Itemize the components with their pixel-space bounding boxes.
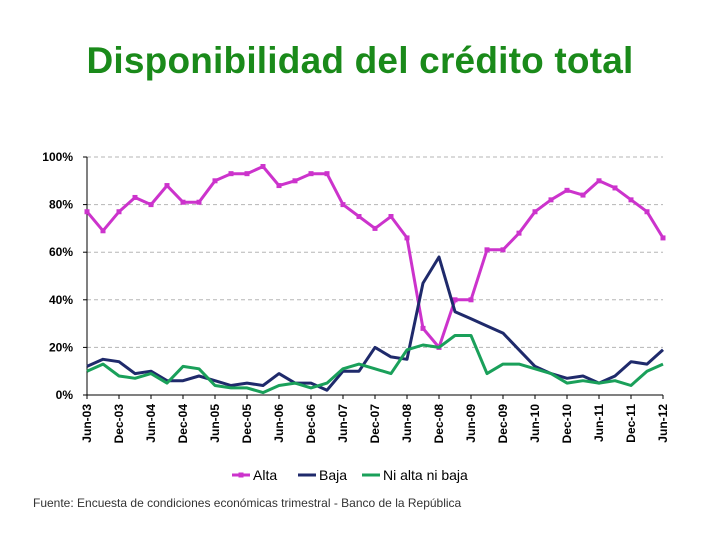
data-point	[212, 178, 218, 184]
data-point	[132, 194, 138, 200]
data-point	[420, 325, 426, 331]
x-tick-label: Jun-11	[592, 404, 606, 442]
data-point	[404, 235, 410, 241]
x-tick-label: Dec-08	[432, 404, 446, 444]
data-point	[516, 230, 522, 236]
source-note: Fuente: Encuesta de condiciones económic…	[33, 496, 462, 510]
data-point	[452, 297, 458, 303]
legend-label: Alta	[253, 467, 277, 483]
data-point	[532, 209, 538, 215]
data-point	[148, 202, 154, 208]
data-point	[484, 247, 490, 253]
x-tick-label: Dec-04	[176, 404, 190, 444]
data-point	[612, 185, 618, 191]
y-tick-label: 0%	[56, 388, 74, 402]
data-point	[260, 164, 266, 170]
data-point	[308, 171, 314, 177]
data-point	[180, 199, 186, 205]
chart-title: Disponibilidad del crédito total	[86, 40, 634, 81]
grid-lines	[87, 156, 663, 348]
data-point	[100, 228, 106, 234]
x-tick-label: Dec-05	[240, 404, 254, 444]
x-tick-label: Jun-09	[464, 404, 478, 443]
legend-label: Ni alta ni baja	[383, 467, 468, 483]
x-tick-label: Dec-07	[368, 404, 382, 444]
x-tick-label: Dec-09	[496, 404, 510, 444]
series-line-ni-alta-ni-baja	[86, 334, 664, 395]
x-tick-label: Jun-06	[272, 404, 286, 443]
x-tick-label: Dec-06	[304, 404, 318, 444]
data-point	[500, 247, 506, 253]
x-tick-label: Jun-08	[400, 404, 414, 443]
x-tick-label: Jun-05	[208, 404, 222, 443]
data-point	[388, 214, 394, 219]
legend-marker	[238, 472, 244, 478]
series-line-baja	[86, 255, 664, 392]
data-point	[164, 183, 170, 189]
data-point	[372, 225, 378, 231]
data-point	[644, 209, 650, 215]
series-line-alta	[85, 165, 665, 349]
data-point	[660, 235, 666, 241]
y-tick-label: 60%	[49, 245, 73, 259]
data-point	[116, 209, 122, 215]
data-point	[596, 178, 602, 184]
data-point	[196, 199, 202, 205]
data-point	[244, 171, 250, 177]
data-point	[580, 192, 586, 198]
data-point	[564, 187, 570, 193]
legend-label: Baja	[319, 467, 347, 483]
y-tick-label: 40%	[49, 293, 73, 307]
x-tick-label: Jun-07	[336, 404, 350, 443]
x-tick-label: Jun-12	[656, 404, 670, 443]
data-point	[228, 171, 234, 177]
x-tick-label: Dec-11	[624, 404, 638, 443]
y-tick-label: 80%	[49, 198, 73, 212]
data-point	[548, 197, 554, 203]
y-tick-label: 100%	[42, 150, 73, 164]
data-point	[84, 209, 90, 215]
x-tick-label: Dec-03	[112, 404, 126, 444]
data-point	[292, 178, 298, 184]
y-axis-ticks: 0% 20% 40% 60% 80% 100%	[42, 150, 73, 402]
data-point	[340, 202, 346, 208]
data-point	[324, 171, 330, 177]
x-tick-label: Jun-04	[144, 404, 158, 443]
series-lines	[84, 164, 666, 395]
data-point	[468, 297, 474, 303]
x-axis-ticks: Jun-03 Dec-03 Jun-04 Dec-04 Jun-05 Dec-05 Jun-…	[80, 404, 670, 444]
axes	[83, 156, 664, 399]
y-tick-label: 20%	[49, 340, 73, 354]
x-tick-label: Jun-10	[528, 404, 542, 443]
x-tick-label: Dec-10	[560, 404, 574, 444]
data-point	[628, 197, 634, 203]
x-tick-label: Jun-03	[80, 404, 94, 443]
data-point	[276, 183, 282, 189]
data-point	[356, 214, 362, 219]
legend: Alta Baja Ni alta ni baja	[232, 467, 468, 483]
